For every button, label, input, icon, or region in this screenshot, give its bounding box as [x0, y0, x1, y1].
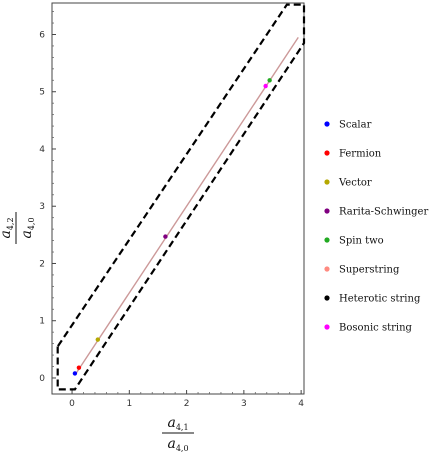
fraction-numerator: a4,2	[0, 217, 15, 238]
legend-label: Spin two	[339, 236, 384, 247]
legend-label: Scalar	[339, 120, 372, 131]
legend-item-bosonic-string: Bosonic string	[324, 323, 413, 334]
y-tick-label: 2	[39, 259, 45, 269]
legend-label: Superstring	[339, 265, 400, 276]
legend-item-spin-two: Spin two	[324, 236, 384, 247]
legend-marker	[324, 179, 330, 185]
legend-item-rarita-schwinger: Rarita-Schwinger	[324, 207, 428, 218]
fraction-denominator: a4,0	[19, 217, 36, 238]
x-tick-label: 2	[184, 399, 190, 409]
legend-label: Rarita-Schwinger	[339, 207, 428, 218]
point-rarita-schwinger	[163, 234, 168, 239]
legend-label: Heterotic string	[339, 294, 421, 305]
y-tick-label: 5	[39, 88, 45, 98]
region-boundary	[56, 3, 306, 391]
legend-item-fermion: Fermion	[324, 149, 382, 160]
fraction-numerator: a4,1	[167, 415, 188, 432]
legend-item-heterotic-string: Heterotic string	[324, 294, 421, 305]
legend-label: Bosonic string	[339, 323, 413, 334]
y-axis-label: a4,2 a4,0	[0, 212, 36, 244]
legend-label: Vector	[338, 178, 372, 189]
y-tick-label: 1	[39, 317, 45, 327]
plot-frame	[51, 2, 305, 395]
legend-item-vector: Vector	[324, 178, 372, 189]
trend-line	[74, 36, 299, 376]
point-spin-two	[267, 78, 272, 83]
legend-marker	[324, 324, 330, 330]
axis-labels: a4,1 a4,0 a4,2 a4,0	[0, 212, 194, 452]
legend-marker	[324, 150, 330, 156]
x-axis-label: a4,1 a4,0	[162, 415, 194, 452]
legend-label: Fermion	[339, 149, 382, 160]
y-tick-label: 4	[39, 145, 45, 155]
fraction-denominator: a4,0	[167, 436, 188, 452]
point-fermion	[76, 365, 82, 370]
legend-marker	[324, 266, 330, 272]
y-tick-label: 6	[39, 30, 45, 40]
plot-area: 0 1 2 3 4 0 1 2 3 4 5 6	[39, 2, 306, 409]
legend-item-scalar: Scalar	[324, 120, 372, 131]
point-bosonic-string	[263, 83, 268, 89]
legend-marker	[324, 295, 330, 301]
x-tick-label: 1	[126, 399, 132, 409]
legend-marker	[324, 237, 330, 243]
legend: Scalar Fermion Vector Rarita-Schwinger Spin …	[324, 120, 428, 334]
legend-item-superstring: Superstring	[324, 265, 400, 276]
x-tick-label: 4	[298, 399, 304, 409]
legend-marker	[324, 208, 330, 214]
y-tick-label: 0	[39, 374, 45, 384]
y-tick-label: 3	[39, 202, 45, 212]
legend-marker	[324, 121, 330, 127]
x-tick-label: 0	[69, 399, 75, 409]
point-scalar	[72, 371, 78, 376]
point-vector	[95, 337, 101, 342]
x-tick-label: 3	[241, 399, 247, 409]
